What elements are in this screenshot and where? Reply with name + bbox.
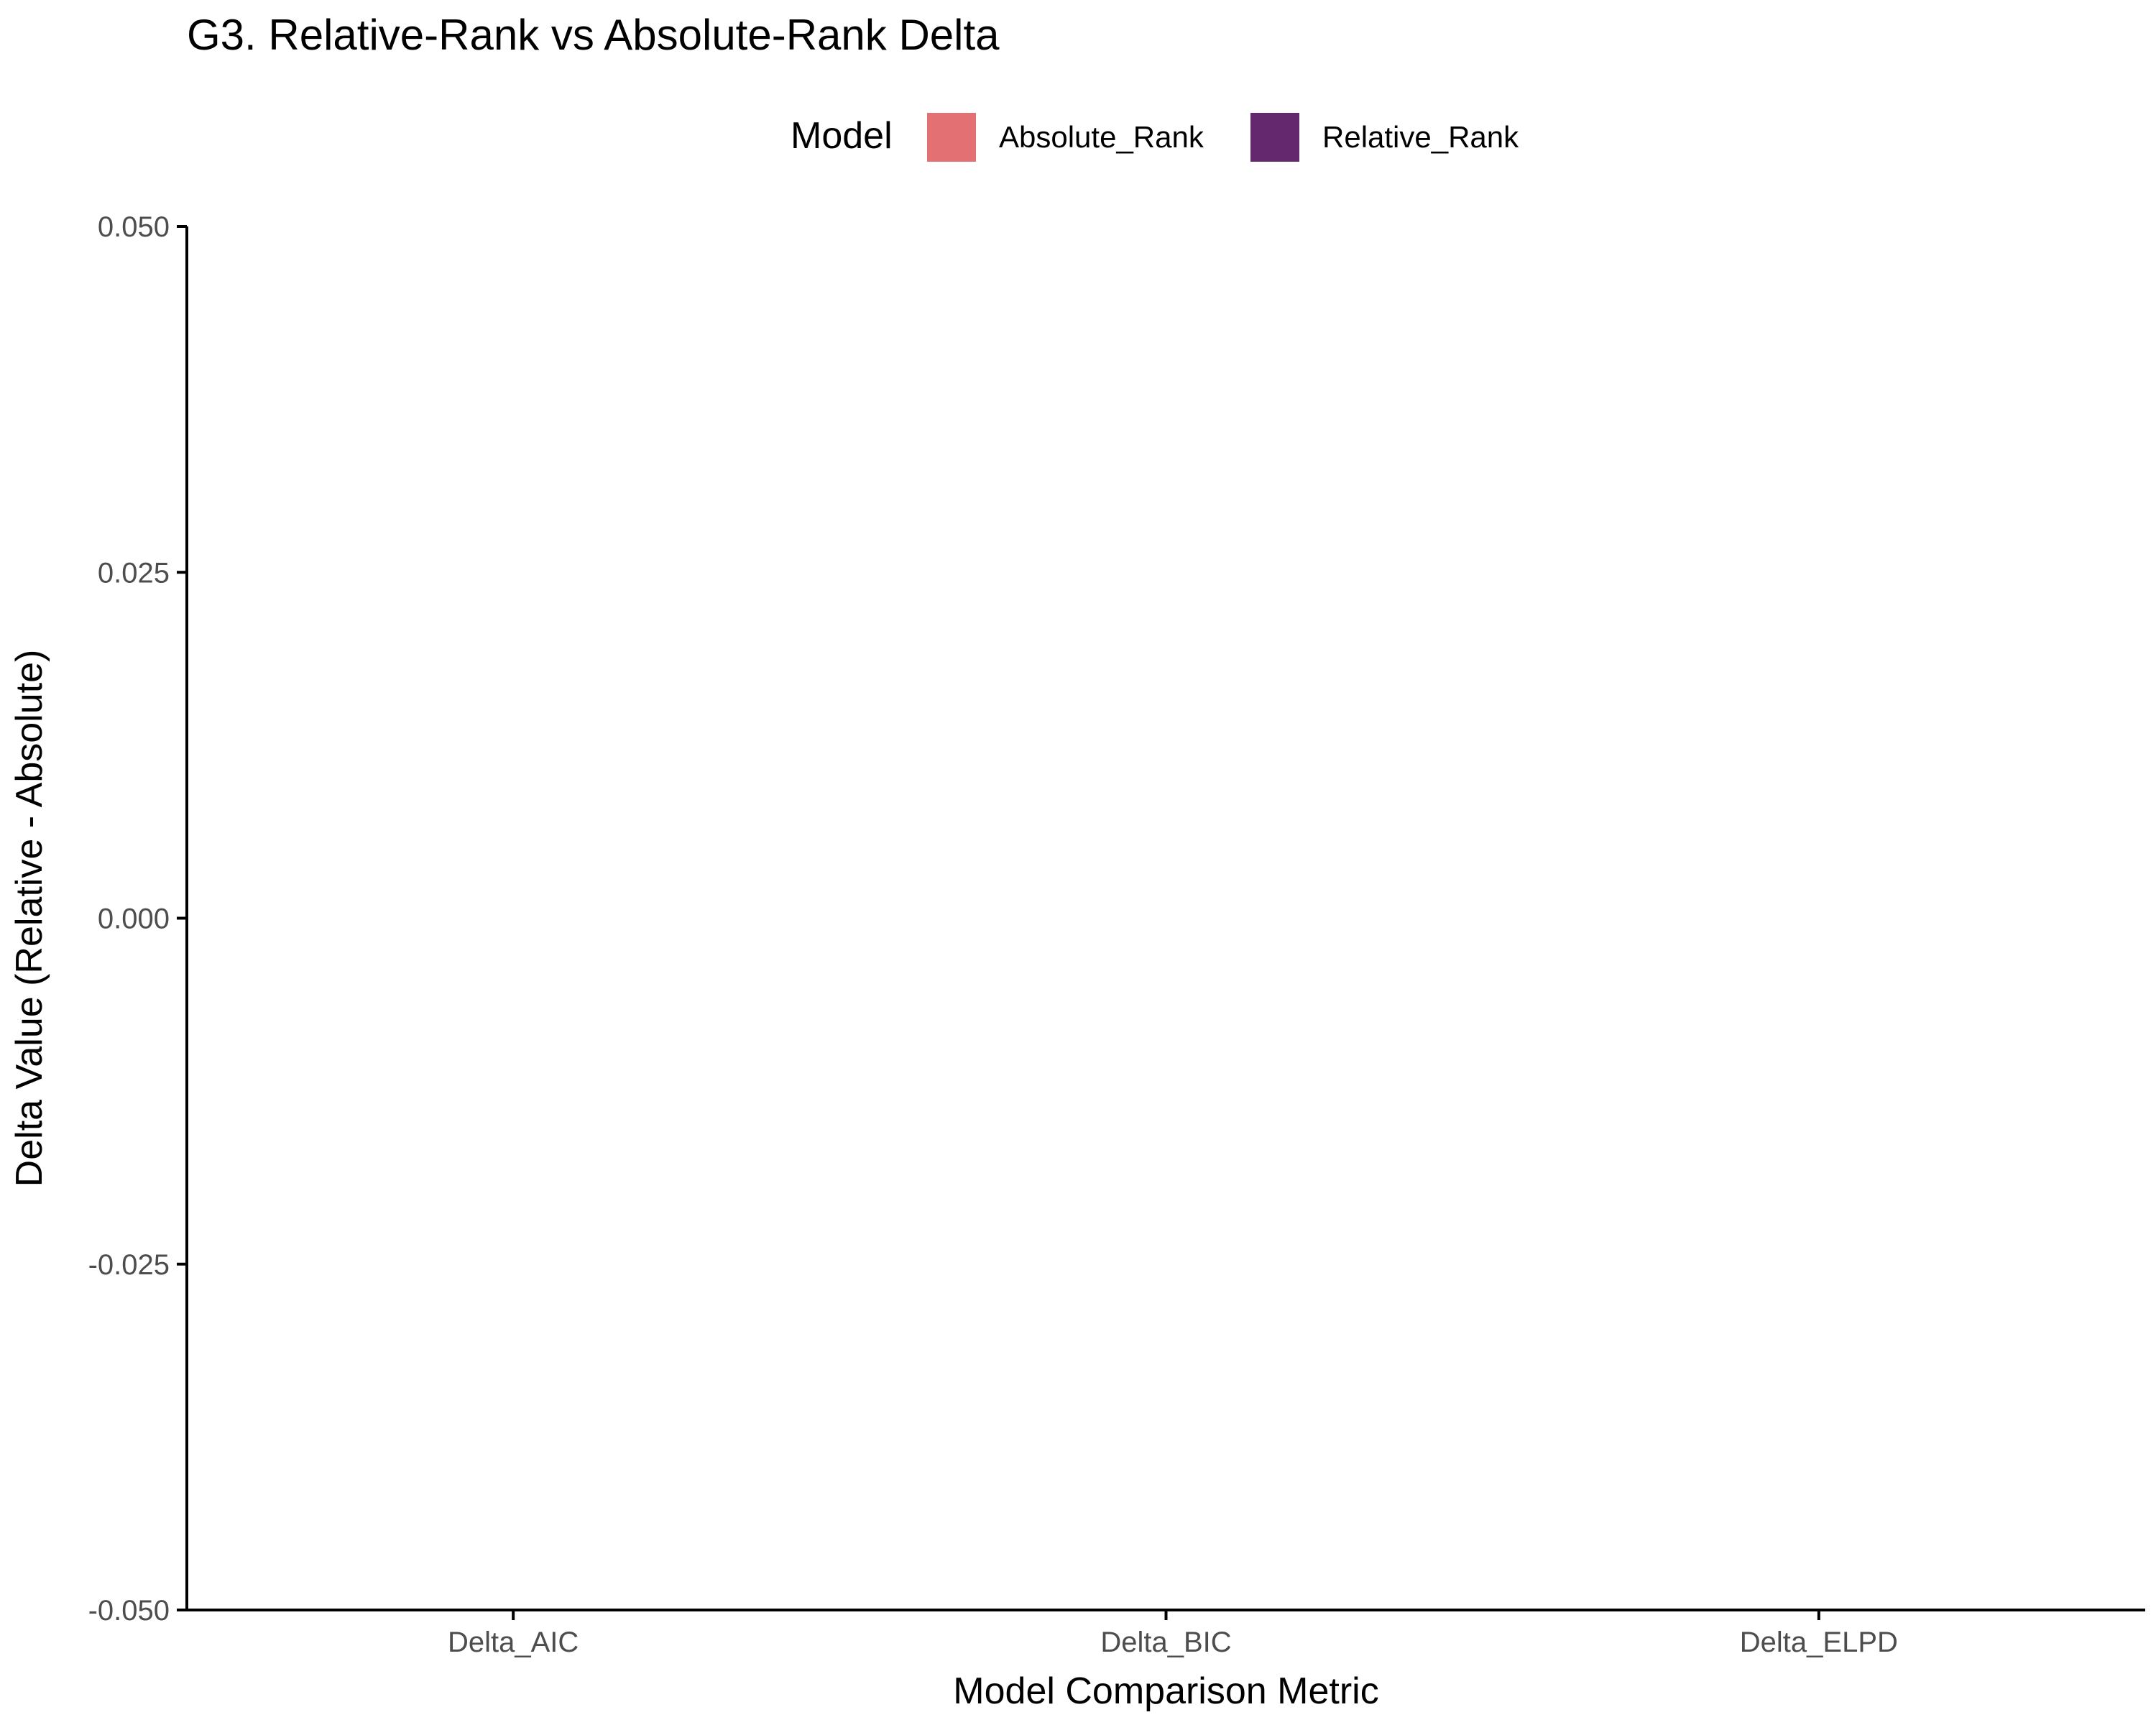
y-tick-label: -0.025 xyxy=(88,1249,170,1281)
x-axis-ticks: Delta_AIC Delta_BIC Delta_ELPD xyxy=(448,1610,1898,1658)
chart-title: G3. Relative-Rank vs Absolute-Rank Delta xyxy=(187,11,1000,59)
x-tick-label: Delta_ELPD xyxy=(1740,1627,1898,1658)
x-axis-title: Model Comparison Metric xyxy=(953,1670,1378,1712)
legend: Model Absolute_Rank Relative_Rank xyxy=(0,111,2156,162)
y-tick-label: 0.000 xyxy=(98,903,170,935)
legend-key-relative-rank xyxy=(1250,113,1299,162)
legend-key-absolute-rank xyxy=(927,113,976,162)
y-tick-label: -0.050 xyxy=(88,1595,170,1627)
x-tick-label: Delta_BIC xyxy=(1100,1627,1231,1658)
x-tick-label: Delta_AIC xyxy=(448,1627,579,1658)
y-tick-label: 0.050 xyxy=(98,211,170,243)
legend-title: Model xyxy=(791,115,893,157)
y-axis-title: Delta Value (Relative - Absolute) xyxy=(9,650,50,1187)
y-axis-ticks: 0.050 0.025 0.000 -0.025 -0.050 xyxy=(88,211,187,1627)
y-tick-label: 0.025 xyxy=(98,557,170,589)
legend-label-absolute-rank: Absolute_Rank xyxy=(999,120,1204,154)
legend-label-relative-rank: Relative_Rank xyxy=(1322,120,1519,154)
